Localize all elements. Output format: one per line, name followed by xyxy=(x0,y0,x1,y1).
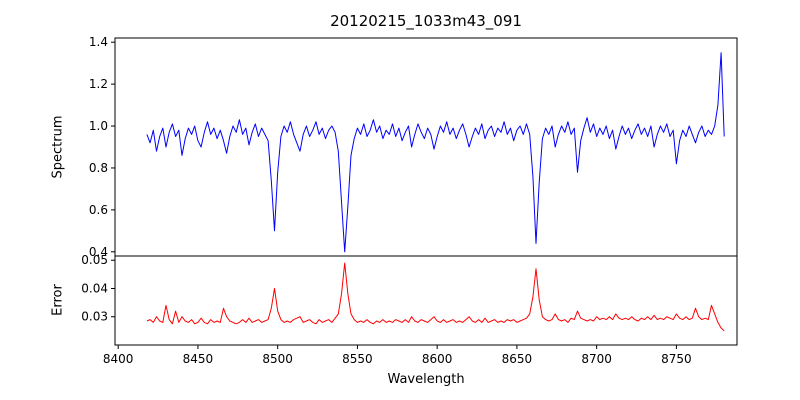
spectrum-panel-frame xyxy=(114,37,738,257)
spectrum-y-tick-label: 0.4 xyxy=(89,245,108,259)
x-tick-label: 8700 xyxy=(581,352,612,366)
wavelength-axis-label: Wavelength xyxy=(387,372,465,387)
error-panel-frame xyxy=(114,255,738,346)
spectrum-y-tick-label: 1.0 xyxy=(89,119,108,133)
spectrum-y-tick-label: 1.4 xyxy=(89,35,108,49)
error-y-tick-label: 0.04 xyxy=(81,281,108,295)
x-tick-label: 8650 xyxy=(502,352,533,366)
spectrum-y-tick-label: 1.2 xyxy=(89,77,108,91)
spectrum-line xyxy=(146,52,725,253)
plot-title: 20120215_1033m43_091 xyxy=(330,12,522,30)
error-y-tick-label: 0.05 xyxy=(81,253,108,267)
spectrum-y-tick-label: 0.8 xyxy=(89,161,108,175)
x-tick-label: 8450 xyxy=(183,352,214,366)
error-y-tick-label: 0.03 xyxy=(81,310,108,324)
x-tick-label: 8400 xyxy=(103,352,134,366)
spectrum-y-tick-label: 0.6 xyxy=(89,203,108,217)
x-tick-label: 8550 xyxy=(342,352,373,366)
x-tick-label: 8500 xyxy=(262,352,293,366)
error-line xyxy=(146,262,725,332)
x-tick-label: 8600 xyxy=(422,352,453,366)
x-tick-label: 8750 xyxy=(661,352,692,366)
